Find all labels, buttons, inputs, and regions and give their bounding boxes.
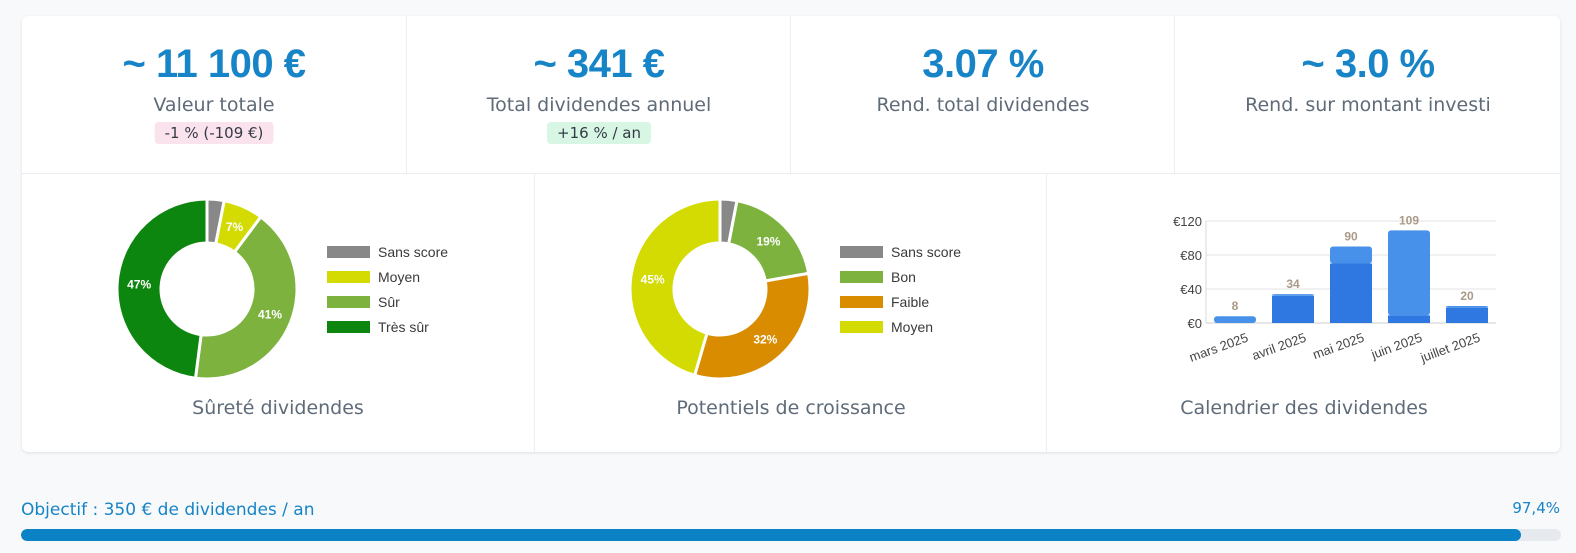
stats-row: ~ 11 100 € Valeur totale -1 % (-109 €) ~…: [22, 16, 1560, 174]
safety-panel: 7% 41% 47% Sans score Moyen Sûr Très sûr Sûret…: [22, 173, 534, 452]
x-tick-label: mai 2025: [1311, 330, 1366, 362]
charts-row: 7% 41% 47% Sans score Moyen Sûr Très sûr Sûret…: [22, 173, 1560, 452]
bar-segment[interactable]: [1330, 263, 1372, 324]
legend-swatch: [840, 246, 883, 258]
slice-label: 32%: [753, 333, 777, 347]
legend-label: Sûr: [378, 294, 400, 310]
legend-swatch: [327, 296, 370, 308]
stat-value: ~ 3.0 %: [1301, 42, 1435, 86]
legend-label: Sans score: [378, 244, 448, 260]
legend-label: Faible: [891, 294, 929, 310]
dividend-calendar-chart: €0 €40 €80 €120 8 mars 2025 34 avril 2025 90 mai …: [1173, 213, 1496, 366]
legend-swatch: [327, 271, 370, 283]
stat-total-yield: 3.07 % Rend. total dividendes: [790, 16, 1175, 173]
growth-badge: +16 % / an: [547, 122, 651, 144]
goal-progress-fill: [21, 529, 1521, 541]
x-tick-label: avril 2025: [1250, 330, 1308, 363]
bar-segment[interactable]: [1388, 230, 1430, 316]
legend-label: Moyen: [378, 269, 420, 285]
bar-segment[interactable]: [1330, 246, 1372, 264]
slice-label: 19%: [756, 234, 780, 248]
bar-segment[interactable]: [1446, 307, 1488, 323]
bar-segment[interactable]: [1388, 315, 1430, 323]
bar-total-label: 8: [1232, 299, 1239, 313]
slice-label: 41%: [258, 308, 282, 322]
donut-slice-4[interactable]: [628, 197, 722, 377]
legend-label: Très sûr: [378, 319, 429, 335]
stat-label: Rend. total dividendes: [876, 94, 1090, 116]
dashboard-card: ~ 11 100 € Valeur totale -1 % (-109 €) ~…: [22, 16, 1560, 452]
legend-label: Sans score: [891, 244, 961, 260]
bar-segment[interactable]: [1272, 294, 1314, 296]
legend-swatch: [327, 246, 370, 258]
stat-value: 3.07 %: [922, 42, 1044, 86]
bar-total-label: 109: [1399, 213, 1419, 227]
slice-label: 7%: [226, 220, 244, 234]
stat-value: ~ 11 100 €: [122, 42, 306, 86]
stat-label: Rend. sur montant investi: [1245, 94, 1491, 116]
legend-label: Moyen: [891, 319, 933, 335]
donut-slice-3[interactable]: [193, 215, 299, 381]
y-tick-label: €40: [1180, 282, 1202, 297]
bar-total-label: 34: [1286, 277, 1300, 291]
stat-total-value: ~ 11 100 € Valeur totale -1 % (-109 €): [22, 16, 406, 173]
bar-total-label: 20: [1460, 289, 1474, 303]
slice-label: 47%: [127, 278, 151, 292]
legend-swatch: [840, 321, 883, 333]
donut-slice-4[interactable]: [115, 197, 209, 380]
goal-percent: 97,4%: [1512, 499, 1560, 517]
goal-progress-bar: [21, 529, 1561, 541]
bar-total-label: 90: [1344, 230, 1358, 244]
bar-segment[interactable]: [1446, 306, 1488, 308]
donut-slice-3[interactable]: [693, 271, 812, 381]
legend-swatch: [840, 296, 883, 308]
legend-swatch: [327, 321, 370, 333]
safety-chart-title: Sûreté dividendes: [192, 397, 364, 419]
bar-segment[interactable]: [1272, 295, 1314, 323]
change-badge: -1 % (-109 €): [154, 122, 274, 144]
stat-value: ~ 341 €: [533, 42, 665, 86]
y-tick-label: €120: [1173, 214, 1202, 229]
stat-yield-on-cost: ~ 3.0 % Rend. sur montant investi: [1174, 16, 1561, 173]
legend-label: Bon: [891, 269, 916, 285]
goal-label: Objectif : 350 € de dividendes / an: [21, 500, 315, 520]
y-tick-label: €80: [1180, 248, 1202, 263]
stat-label: Total dividendes annuel: [486, 94, 712, 116]
slice-label: 45%: [641, 272, 665, 286]
x-tick-label: juin 2025: [1368, 330, 1424, 362]
growth-panel: 19% 32% 45% Sans score Bon Faible Moyen Potent…: [534, 173, 1047, 452]
legend-swatch: [840, 271, 883, 283]
calendar-chart-title: Calendrier des dividendes: [1180, 397, 1428, 419]
x-tick-label: mars 2025: [1187, 330, 1250, 365]
x-tick-label: juillet 2025: [1418, 330, 1482, 366]
bar-segment[interactable]: [1214, 316, 1256, 323]
stat-annual-dividends: ~ 341 € Total dividendes annuel +16 % / …: [406, 16, 791, 173]
growth-chart-title: Potentiels de croissance: [676, 397, 906, 419]
stat-label: Valeur totale: [153, 94, 275, 116]
safety-donut-chart: 7% 41% 47% Sans score Moyen Sûr Très sûr: [115, 197, 448, 381]
calendar-panel: €0 €40 €80 €120 8 mars 2025 34 avril 2025 90 mai …: [1046, 173, 1561, 452]
growth-donut-chart: 19% 32% 45% Sans score Bon Faible Moyen: [628, 197, 961, 381]
y-tick-label: €0: [1188, 316, 1202, 331]
